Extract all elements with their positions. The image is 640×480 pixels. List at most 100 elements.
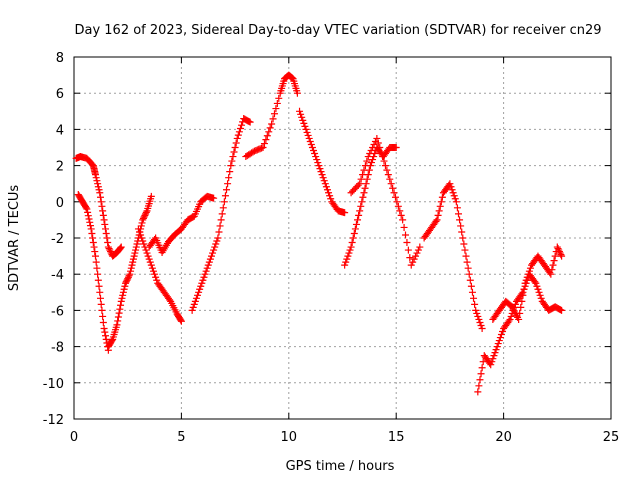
- x-tick-label: 10: [281, 430, 298, 445]
- series-arc-m: [489, 243, 566, 323]
- data-point: [551, 252, 559, 260]
- data-point: [98, 202, 106, 210]
- grid-lines: [74, 57, 611, 419]
- data-point: [473, 309, 481, 317]
- data-point: [367, 159, 375, 167]
- data-point: [446, 180, 454, 188]
- data-point: [91, 171, 99, 179]
- data-point: [322, 183, 330, 191]
- data-point: [117, 301, 125, 309]
- data-point: [396, 207, 404, 215]
- data-point: [147, 192, 155, 200]
- data-point: [326, 192, 334, 200]
- data-point: [477, 370, 485, 378]
- data-point: [304, 131, 312, 139]
- data-point: [381, 162, 389, 170]
- data-point: [343, 255, 351, 263]
- data-point: [216, 222, 224, 230]
- data-point: [114, 313, 122, 321]
- data-point: [351, 225, 359, 233]
- data-point: [132, 243, 140, 251]
- series-arc-c: [104, 192, 155, 351]
- y-tick-label: -2: [51, 232, 64, 247]
- data-point: [232, 139, 240, 147]
- data-point: [548, 266, 556, 274]
- data-point: [374, 139, 382, 147]
- data-point: [347, 243, 355, 251]
- data-point: [361, 162, 369, 170]
- data-point: [549, 261, 557, 269]
- data-point: [406, 254, 414, 262]
- data-point: [555, 246, 563, 254]
- data-point: [96, 294, 104, 302]
- data-point: [129, 258, 137, 266]
- data-point: [323, 186, 331, 194]
- data-point: [362, 180, 370, 188]
- data-point: [520, 285, 528, 293]
- y-tick-label: 0: [56, 196, 64, 211]
- data-point: [142, 210, 150, 218]
- data-point: [194, 291, 202, 299]
- data-point: [470, 294, 478, 302]
- data-point: [399, 216, 407, 224]
- data-point: [457, 222, 465, 230]
- data-point: [300, 119, 308, 127]
- data-point: [320, 177, 328, 185]
- data-point: [87, 225, 95, 233]
- data-point: [94, 180, 102, 188]
- data-point: [96, 288, 104, 296]
- data-point: [188, 306, 196, 314]
- data-point: [141, 211, 149, 219]
- data-point: [86, 222, 94, 230]
- data-point: [556, 249, 564, 257]
- data-point: [354, 216, 362, 224]
- data-point: [307, 140, 315, 148]
- data-point: [555, 248, 563, 256]
- data-point: [236, 124, 244, 132]
- data-point: [98, 306, 106, 314]
- data-point: [212, 240, 220, 248]
- data-point: [450, 192, 458, 200]
- data-point: [458, 228, 466, 236]
- data-point: [346, 246, 354, 254]
- data-point: [102, 332, 110, 340]
- data-point: [89, 234, 97, 242]
- data-point: [462, 252, 470, 260]
- data-point: [305, 134, 313, 142]
- data-point: [114, 317, 122, 325]
- data-point: [140, 213, 148, 221]
- data-point: [224, 180, 232, 188]
- data-point: [233, 134, 241, 142]
- data-point: [341, 261, 349, 269]
- data-point: [102, 229, 110, 237]
- y-tick-label: 4: [56, 123, 64, 138]
- data-point: [117, 243, 125, 251]
- data-point: [269, 115, 277, 123]
- y-tick-label: -8: [51, 341, 64, 356]
- data-point: [463, 258, 471, 266]
- data-point: [383, 166, 391, 174]
- data-point: [410, 255, 418, 263]
- data-point: [217, 216, 225, 224]
- data-point: [263, 132, 271, 140]
- data-point: [361, 184, 369, 192]
- data-point: [409, 258, 417, 266]
- data-point: [124, 273, 132, 281]
- data-point: [142, 246, 150, 254]
- data-point: [433, 216, 441, 224]
- data-point: [123, 276, 131, 284]
- data-point: [451, 195, 459, 203]
- data-point: [99, 312, 107, 320]
- data-point: [99, 211, 107, 219]
- data-point: [119, 288, 127, 296]
- data-point: [537, 294, 545, 302]
- data-point: [275, 94, 283, 102]
- data-point: [93, 264, 101, 272]
- data-point: [448, 186, 456, 194]
- data-point: [127, 264, 135, 272]
- data-point: [268, 120, 276, 128]
- data-point: [487, 361, 495, 369]
- data-point: [550, 257, 558, 265]
- data-point: [403, 239, 411, 247]
- data-point: [192, 294, 200, 302]
